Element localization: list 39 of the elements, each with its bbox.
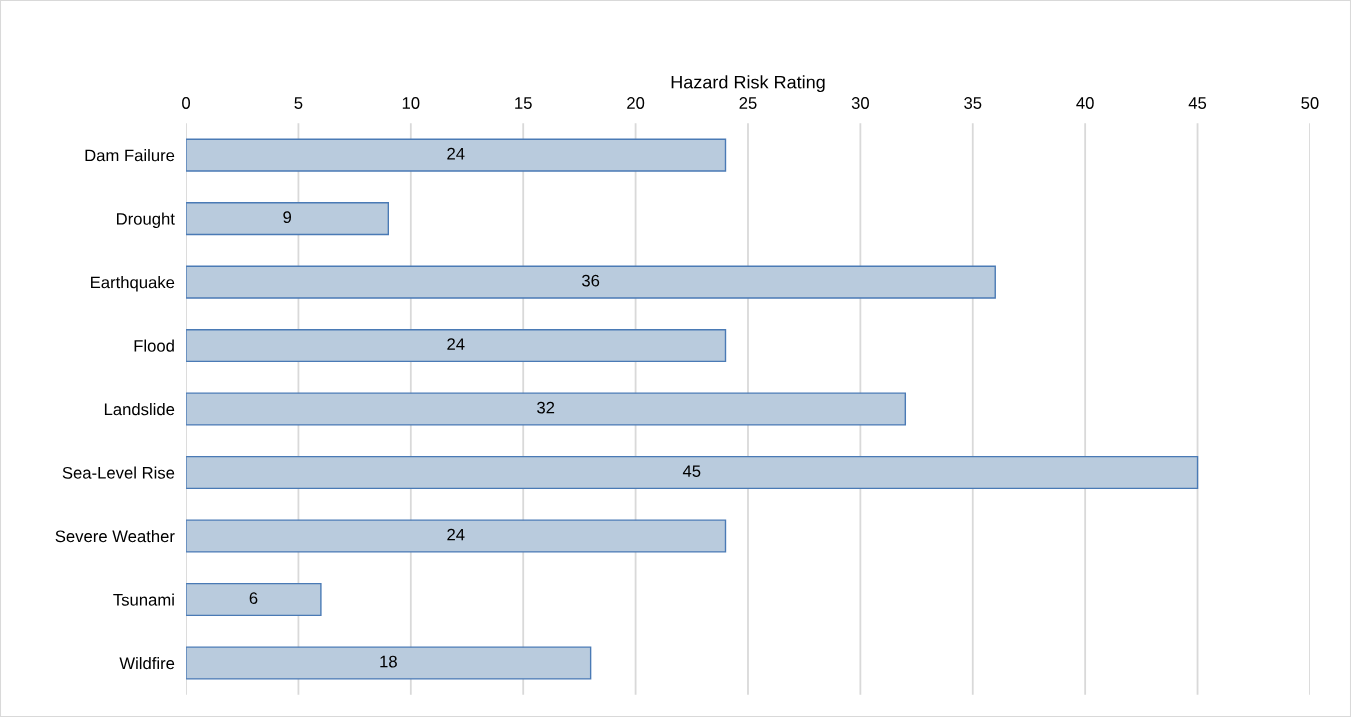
bar — [186, 328, 727, 363]
bar — [186, 392, 907, 426]
data-label: 36 — [582, 274, 600, 287]
data-label: 9 — [283, 211, 292, 224]
bar — [186, 138, 727, 172]
x-tick-label: 25 — [739, 97, 757, 109]
x-tick-label: 45 — [1188, 97, 1207, 109]
x-tick-label: 35 — [964, 97, 982, 109]
x-tick-label: 5 — [294, 97, 303, 109]
x-tick-label: 15 — [515, 97, 532, 109]
y-tick-label: Dam Failure — [85, 149, 175, 162]
bar — [186, 519, 727, 553]
data-label: 45 — [682, 465, 701, 478]
bar — [186, 646, 592, 680]
y-tick-label: Sea-Level Rise — [62, 466, 175, 479]
data-label: 24 — [447, 338, 465, 350]
bar — [186, 265, 996, 299]
x-tick-label: 10 — [402, 97, 420, 109]
data-label: 6 — [249, 592, 258, 605]
x-tick-label: 20 — [627, 97, 645, 109]
y-tick-label: Severe Weather — [55, 530, 175, 543]
y-tick-label: Drought — [117, 212, 175, 229]
data-label: 18 — [380, 655, 397, 668]
x-axis-title: Hazard Risk Rating — [671, 75, 825, 93]
bar — [186, 582, 322, 617]
y-tick-label: Landslide — [104, 403, 175, 416]
x-tick-label: 0 — [182, 97, 191, 109]
y-tick-label: Earthquake — [91, 276, 175, 292]
x-tick-label: 40 — [1076, 97, 1094, 109]
y-tick-label: Tsunami — [113, 593, 174, 606]
y-tick-label: Flood — [134, 339, 174, 352]
x-tick-label: 50 — [1301, 97, 1319, 109]
y-tick-label: Wildfire — [119, 656, 175, 670]
data-label: 24 — [447, 147, 465, 160]
bar — [186, 455, 1199, 490]
data-label: 32 — [537, 401, 555, 414]
data-label: 24 — [447, 528, 465, 541]
bar — [186, 201, 390, 236]
x-tick-label: 30 — [851, 97, 869, 109]
